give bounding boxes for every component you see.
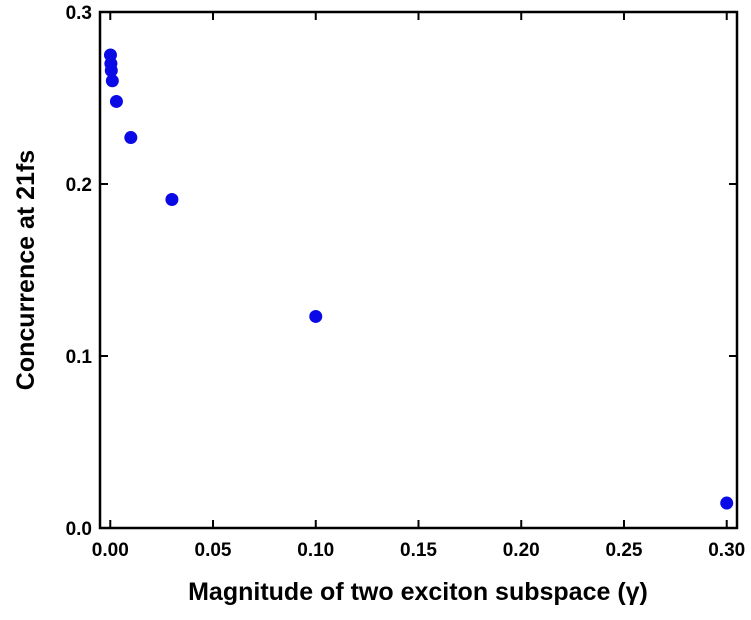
x-tick-label: 0.25	[605, 540, 642, 561]
point	[720, 496, 734, 510]
point	[165, 192, 179, 206]
x-tick-label: 0.15	[400, 540, 437, 561]
plot-frame	[98, 10, 739, 530]
point	[105, 74, 119, 88]
x-tick-label: 0.30	[708, 540, 745, 561]
y-tick-label: 0.0	[66, 519, 92, 540]
y-axis-label: Concurrence at 21fs	[12, 150, 40, 390]
point	[124, 131, 138, 145]
x-tick-label: 0.20	[503, 540, 540, 561]
point	[109, 94, 123, 108]
x-tick-label: 0.10	[297, 540, 334, 561]
point	[309, 309, 323, 323]
x-tick-label: 0.05	[195, 540, 232, 561]
x-tick-label: 0.00	[92, 540, 129, 561]
y-tick-label: 0.1	[66, 347, 93, 368]
x-axis-label: Magnitude of two exciton subspace (γ)	[188, 578, 648, 606]
y-tick-label: 0.3	[66, 3, 92, 24]
point	[104, 63, 118, 77]
y-tick-label: 0.2	[66, 175, 92, 196]
